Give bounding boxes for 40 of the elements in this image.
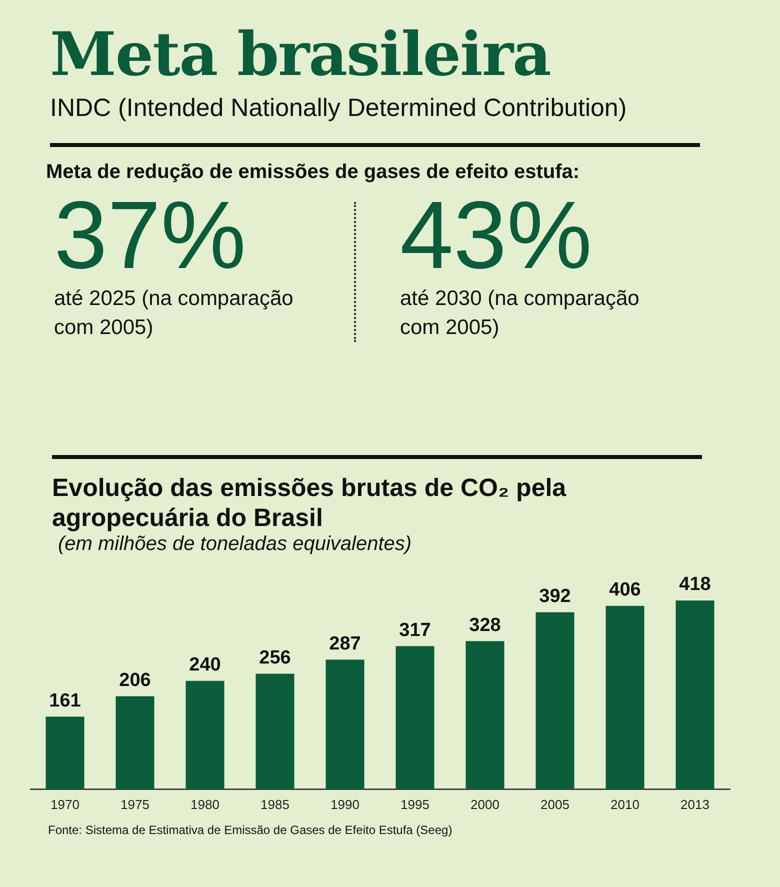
x-tick-label: 1995	[400, 796, 430, 812]
bar	[326, 660, 364, 790]
text: até 2030 (na comparação com 2005)	[400, 286, 640, 342]
text: Meta brasileira	[50, 20, 552, 90]
data-label: 328	[469, 614, 501, 636]
chart-subtitle: (em milhões de toneladas equivalentes)	[58, 533, 413, 556]
x-tick-label: 2000	[470, 796, 500, 812]
x-tick-label: 2010	[610, 796, 640, 812]
data-label: 240	[189, 654, 221, 676]
data-label: 287	[329, 633, 361, 654]
bar	[186, 680, 224, 790]
data-label: 256	[259, 647, 291, 668]
data-label: 406	[609, 580, 641, 601]
data-label: 317	[399, 620, 431, 641]
bar	[256, 674, 294, 790]
text: 37%	[54, 182, 248, 289]
chart-title: Evolução das emissões brutas de CO₂ pela agropecuária do Brasil	[52, 473, 568, 533]
text: até 2025 (na comparação com 2005)	[54, 286, 294, 342]
x-tick-label: 1990	[330, 796, 360, 812]
data-label: 418	[679, 574, 711, 596]
x-tick-label: 1980	[190, 796, 220, 812]
data-label: 206	[119, 670, 151, 692]
x-tick-label: 1975	[120, 796, 150, 812]
data-label: 161	[49, 690, 82, 712]
text: Meta de redução de emissões de gases de efeito estufa:	[46, 161, 581, 184]
x-tick-label: 1970	[50, 796, 80, 812]
x-tick-label: 1985	[260, 796, 290, 812]
x-tick-label: 2005	[540, 796, 570, 812]
bar	[536, 612, 574, 790]
data-label: 392	[539, 586, 571, 607]
bar	[396, 646, 434, 790]
bar	[46, 716, 84, 790]
bar	[466, 641, 504, 790]
bar	[116, 696, 154, 790]
bar	[676, 600, 714, 790]
source-note: Fonte: Sistema de Estimativa de Emissão de Gases de Efeito Estufa (Seeg)	[48, 823, 454, 837]
text: 43%	[400, 182, 594, 289]
x-tick-label: 2013	[680, 796, 710, 812]
text: INDC (Intended Nationally Determined Contribution)	[50, 94, 628, 123]
bar	[606, 606, 644, 790]
